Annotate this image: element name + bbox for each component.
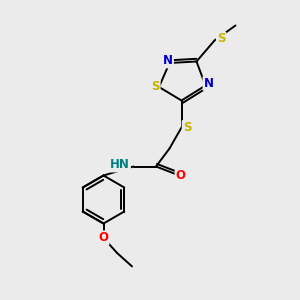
Text: S: S <box>183 121 191 134</box>
Text: HN: HN <box>110 158 130 172</box>
Text: O: O <box>176 169 186 182</box>
Text: O: O <box>98 231 109 244</box>
Text: N: N <box>203 77 214 90</box>
Text: N: N <box>163 54 173 68</box>
Text: S: S <box>217 32 225 46</box>
Text: S: S <box>151 80 160 94</box>
